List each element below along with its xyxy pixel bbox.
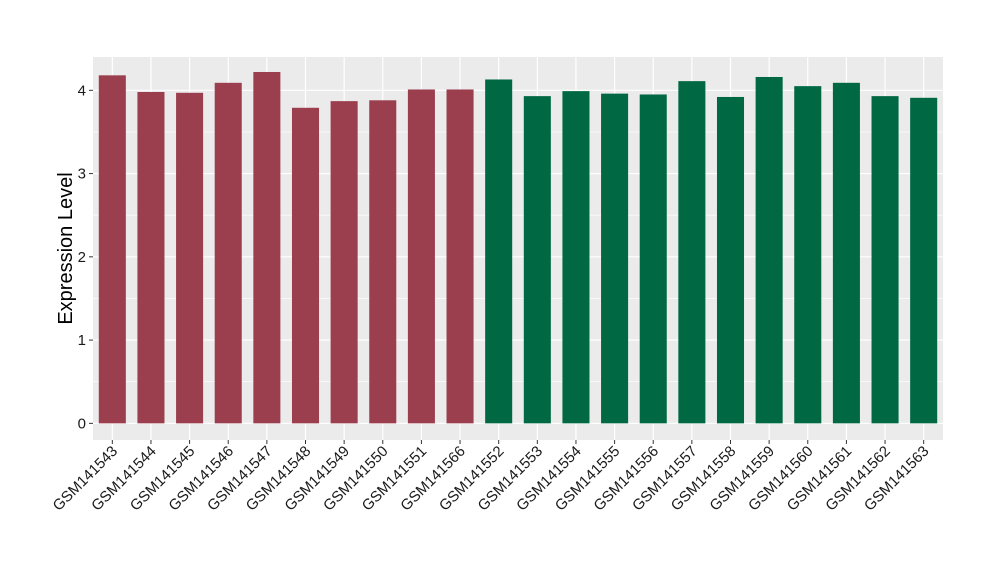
bar-GSM141544 <box>137 91 165 424</box>
bar-GSM141566 <box>446 89 474 424</box>
bar-GSM141549 <box>330 101 358 424</box>
bar-GSM141554 <box>562 91 590 424</box>
x-axis: GSM141543GSM141544GSM141545GSM141546GSM1… <box>50 440 933 514</box>
y-tick-label: 1 <box>78 332 86 349</box>
bar-GSM141561 <box>832 82 860 424</box>
bar-GSM141557 <box>678 81 706 424</box>
bar-GSM141546 <box>214 82 242 424</box>
bars <box>98 71 938 424</box>
bar-GSM141560 <box>794 86 822 424</box>
bar-GSM141563 <box>910 97 938 424</box>
y-axis: 0 1 2 3 4 <box>78 82 93 432</box>
y-tick-label: 2 <box>78 249 86 266</box>
bar-GSM141550 <box>369 100 397 424</box>
bar-GSM141543 <box>98 75 126 424</box>
y-tick-label: 0 <box>78 415 86 432</box>
bar-GSM141547 <box>253 71 281 424</box>
bar-GSM141552 <box>485 79 513 424</box>
bar-GSM141553 <box>523 96 551 424</box>
y-tick-label: 4 <box>78 82 86 99</box>
y-tick-label: 3 <box>78 166 86 183</box>
bar-GSM141559 <box>755 76 783 424</box>
bar-GSM141556 <box>639 94 667 424</box>
bar-GSM141551 <box>407 89 435 424</box>
bar-GSM141558 <box>716 96 745 424</box>
y-axis-title: Expression Level <box>55 172 77 324</box>
bar-GSM141545 <box>176 92 204 424</box>
bar-GSM141555 <box>601 93 629 424</box>
bar-GSM141562 <box>871 96 899 424</box>
bar-GSM141548 <box>291 107 320 424</box>
